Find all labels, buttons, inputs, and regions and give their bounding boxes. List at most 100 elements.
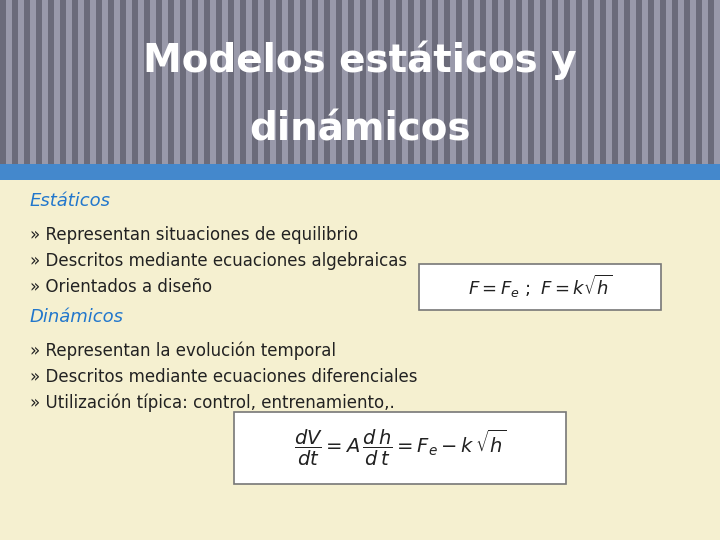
Bar [426, 0, 432, 173]
Bar [102, 0, 108, 173]
Bar [546, 0, 552, 173]
Bar [234, 0, 240, 173]
Bar [588, 0, 594, 173]
Bar [600, 0, 606, 173]
Bar [486, 0, 492, 173]
Bar [390, 0, 396, 173]
Bar [282, 0, 288, 173]
Bar [444, 0, 450, 173]
Bar [6, 0, 12, 173]
Bar [300, 0, 306, 173]
Bar [276, 0, 282, 173]
Bar [708, 0, 714, 173]
Bar [702, 0, 708, 173]
Bar [306, 0, 312, 173]
Bar [132, 0, 138, 173]
Bar [252, 0, 258, 173]
Text: dinámicos: dinámicos [249, 111, 471, 148]
Bar [210, 0, 216, 173]
Bar [462, 0, 468, 173]
Bar [630, 0, 636, 173]
Text: » Utilización típica: control, entrenamiento,.: » Utilización típica: control, entrenami… [30, 394, 395, 412]
Bar [618, 0, 624, 173]
Bar [558, 0, 564, 173]
Bar [294, 0, 300, 173]
Bar [60, 0, 66, 173]
Bar [72, 0, 78, 173]
Bar [498, 0, 504, 173]
Bar [636, 0, 642, 173]
Bar [642, 0, 648, 173]
Bar [0, 0, 6, 173]
Bar [162, 0, 168, 173]
Bar [474, 0, 480, 173]
Bar [264, 0, 270, 173]
Bar [432, 0, 438, 173]
Bar [12, 0, 18, 173]
Bar [48, 0, 54, 173]
Bar [258, 0, 264, 173]
Bar [228, 0, 234, 173]
Bar [0, 164, 720, 180]
Bar [564, 0, 570, 173]
Bar [144, 0, 150, 173]
Text: $F = F_e \ ; \ F = k\sqrt{h}$: $F = F_e \ ; \ F = k\sqrt{h}$ [468, 273, 612, 300]
Bar [528, 0, 534, 173]
Bar [222, 0, 228, 173]
Bar [354, 0, 360, 173]
Bar [408, 0, 414, 173]
Bar [360, 0, 366, 173]
Bar [672, 0, 678, 173]
Bar [516, 0, 522, 173]
Bar [96, 0, 102, 173]
Text: Dinámicos: Dinámicos [30, 308, 124, 326]
Bar [450, 0, 456, 173]
Bar [714, 0, 720, 173]
Bar [648, 0, 654, 173]
Bar [684, 0, 690, 173]
Bar [114, 0, 120, 173]
Text: Modelos estáticos y: Modelos estáticos y [143, 40, 577, 80]
Bar [150, 0, 156, 173]
Bar [582, 0, 588, 173]
Bar [330, 0, 336, 173]
Bar [18, 0, 24, 173]
Bar [576, 0, 582, 173]
Bar [288, 0, 294, 173]
Bar [78, 0, 84, 173]
FancyBboxPatch shape [419, 264, 661, 310]
Bar [378, 0, 384, 173]
Bar [660, 0, 666, 173]
Bar [372, 0, 378, 173]
Bar [30, 0, 36, 173]
Bar [654, 0, 660, 173]
Bar [510, 0, 516, 173]
Bar [204, 0, 210, 173]
Bar [480, 0, 486, 173]
Text: » Descritos mediante ecuaciones diferenciales: » Descritos mediante ecuaciones diferenc… [30, 368, 418, 386]
Bar [180, 0, 186, 173]
Bar [396, 0, 402, 173]
Bar [492, 0, 498, 173]
Bar [126, 0, 132, 173]
Bar [42, 0, 48, 173]
Text: » Orientados a diseño: » Orientados a diseño [30, 278, 212, 296]
Text: » Descritos mediante ecuaciones algebraicas: » Descritos mediante ecuaciones algebrai… [30, 252, 407, 270]
Bar [468, 0, 474, 173]
Bar [522, 0, 528, 173]
Bar [666, 0, 672, 173]
Bar [690, 0, 696, 173]
Bar [624, 0, 630, 173]
Bar [120, 0, 126, 173]
Bar [54, 0, 60, 173]
Bar [342, 0, 348, 173]
Bar [366, 0, 372, 173]
Bar [324, 0, 330, 173]
Bar [240, 0, 246, 173]
Bar [108, 0, 114, 173]
Bar [312, 0, 318, 173]
Bar [84, 0, 90, 173]
Text: » Representan la evolución temporal: » Representan la evolución temporal [30, 342, 336, 360]
Bar [66, 0, 72, 173]
Bar [348, 0, 354, 173]
